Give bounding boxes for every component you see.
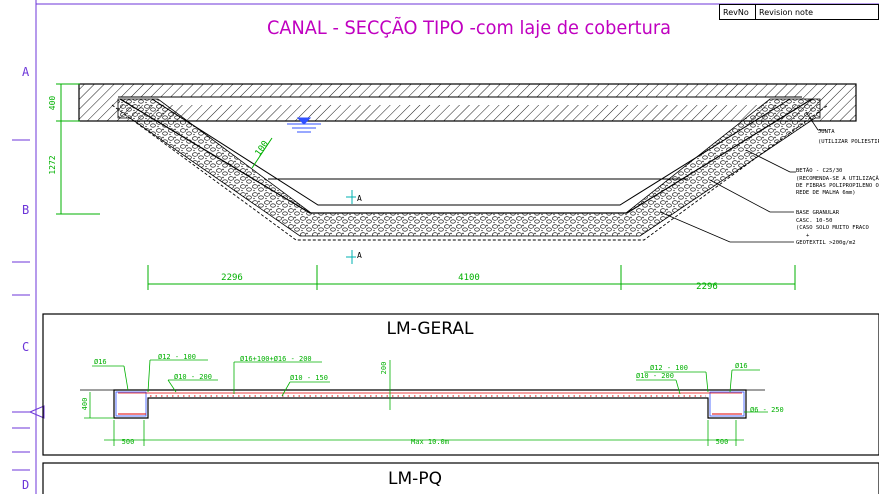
section-mark-2: A xyxy=(357,251,362,260)
note-base-2: CASC. 10-50 xyxy=(796,218,832,224)
row-letter-d: D xyxy=(22,478,29,492)
dim-vertical-mid: 200 xyxy=(380,362,388,375)
label-left-3: Ø16+100+Ø16 - 200 xyxy=(240,355,312,363)
lm-geral-labels: Ø16 Ø12 - 100 Ø10 - 200 Ø16+100+Ø16 - 20… xyxy=(94,353,784,414)
lm-dim-right: 500 xyxy=(716,438,729,446)
bottom-dims xyxy=(147,265,796,290)
note-junta-1: JUNTA xyxy=(818,129,835,135)
annotation-leaders xyxy=(659,111,826,243)
lm-geral-panel: LM-GERAL xyxy=(42,313,879,456)
label-right-3: Ø6 - 250 xyxy=(750,406,784,414)
lm-pq-title: LM-PQ xyxy=(388,469,442,489)
lm-dim-center: Max 10.0m xyxy=(411,438,449,446)
note-geotextil: GEOTEXTIL >200g/m2 xyxy=(796,240,856,246)
marker-triangle-icon xyxy=(28,405,45,419)
canal-section: 400 1272 100 A A 2296 4100 2296 xyxy=(48,83,879,292)
note-base-3: (CASO SOLO MUITO FRACO xyxy=(796,225,869,231)
section-mark-1: A xyxy=(357,194,362,203)
label-right-1: Ø16 xyxy=(735,362,748,370)
row-letter-c: C xyxy=(22,340,29,354)
note-base-1: BASE GRANULAR xyxy=(796,210,840,216)
dim-center: 4100 xyxy=(458,273,480,283)
row-letter-b: B xyxy=(22,203,29,217)
dim-right: 2296 xyxy=(696,282,718,292)
note-betao-1: BETÃO - C25/30 xyxy=(796,167,842,174)
label-left-1: Ø12 - 100 xyxy=(158,353,196,361)
drawing-title: CANAL - SECÇÃO TIPO -com laje de cobertu… xyxy=(267,16,671,39)
revision-header: RevNo Revision note xyxy=(719,4,879,20)
label-left-0: Ø16 xyxy=(94,358,107,366)
rev-no-label: RevNo xyxy=(720,5,756,19)
note-betao-3: DE FIBRAS POLIPROPILENO OU xyxy=(796,183,879,189)
label-right-0: Ø12 - 100 xyxy=(650,364,688,372)
note-betao-4: REDE DE MALHA 6mm) xyxy=(796,190,856,196)
label-left-4: Ø10 - 150 xyxy=(290,374,328,382)
water-level-icon xyxy=(287,117,321,133)
row-letters: A B C D xyxy=(22,65,30,492)
drawing-frame xyxy=(12,0,879,494)
dim-height-top: 400 xyxy=(48,96,57,111)
dim-thickness: 100 xyxy=(254,139,272,158)
dim-left-height: 400 xyxy=(81,398,89,411)
lm-geral-title: LM-GERAL xyxy=(386,319,474,339)
note-betao-2: (RECOMENDA-SE A UTILIZAÇÃO xyxy=(796,175,879,182)
annotations: JUNTA (UTILIZAR POLIESTIR BETÃO - C25/30… xyxy=(796,129,879,246)
left-vertical-dims xyxy=(56,83,100,215)
note-base-4: + xyxy=(806,233,810,239)
dim-height-side: 1272 xyxy=(48,155,57,174)
lm-pq-panel: LM-PQ xyxy=(42,462,879,499)
label-left-2: Ø10 - 200 xyxy=(174,373,212,381)
lm-dim-left: 500 xyxy=(122,438,135,446)
rev-note-label: Revision note xyxy=(759,7,813,17)
label-right-2: Ø10 - 200 xyxy=(636,372,674,380)
row-letter-a: A xyxy=(22,65,30,79)
section-cut-marks xyxy=(346,190,356,264)
dim-left: 2296 xyxy=(221,273,243,283)
note-junta-2: (UTILIZAR POLIESTIR xyxy=(818,139,879,145)
